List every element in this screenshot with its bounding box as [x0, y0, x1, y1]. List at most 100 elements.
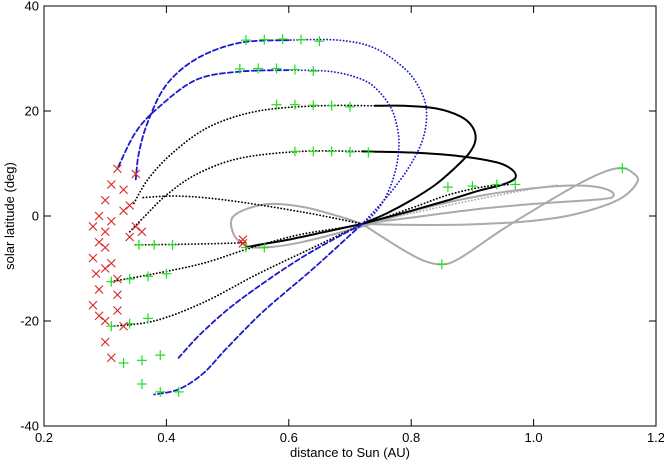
red-x-markers-point [94, 285, 104, 294]
green-marker-runs-point [442, 182, 453, 193]
red-x-markers-point [106, 353, 116, 363]
green-marker-runs-point [345, 146, 355, 157]
blue-inner-dashed-line [116, 69, 290, 170]
blue-lower-2-line [153, 223, 364, 396]
red-x-markers-point [94, 311, 104, 321]
green-marker-runs-point [436, 259, 447, 270]
green-marker-runs-point [133, 239, 144, 250]
gray-loop-2-line [229, 184, 615, 249]
x-tick-label: 0.2 [35, 430, 53, 445]
green-marker-runs-point [124, 274, 135, 284]
green-marker-runs-point [277, 34, 288, 45]
green-marker-runs-point [253, 63, 264, 74]
green-marker-runs-point [326, 146, 337, 157]
red-x-markers-point [119, 206, 128, 216]
green-marker-runs-point [314, 36, 325, 47]
green-marker-runs-point [271, 99, 282, 110]
red-x-markers-point [113, 164, 122, 174]
green-marker-runs-point [155, 350, 166, 361]
red-x-markers-point [100, 195, 110, 205]
x-tick-label: 1.0 [525, 430, 543, 445]
red-x-markers-point [238, 238, 248, 248]
orbit-f-dotted-line [141, 195, 364, 225]
red-x-markers-point [100, 264, 110, 273]
orbit-d-dotted-line [110, 183, 510, 283]
green-marker-runs-point [491, 179, 502, 190]
green-marker-runs-point [149, 239, 160, 250]
series-layer [110, 38, 640, 396]
y-axis-title: solar latitude (deg) [2, 162, 17, 270]
red-x-markers-point [113, 274, 122, 284]
orbit-a-dotted-line [131, 104, 376, 207]
x-axis-title: distance to Sun (AU) [290, 445, 410, 460]
red-x-markers-point [91, 269, 101, 279]
y-tick-label: 0 [32, 209, 39, 224]
marker-layer [88, 34, 628, 397]
red-x-markers-point [94, 237, 104, 247]
green-marker-runs-point [167, 239, 178, 250]
green-marker-runs-point [326, 100, 337, 111]
red-x-markers-point [238, 235, 248, 245]
red-x-markers-point [88, 253, 98, 263]
y-tick-label: -40 [20, 419, 39, 434]
red-x-markers-point [113, 290, 122, 300]
y-tick-label: -20 [20, 314, 39, 329]
green-marker-runs-point [467, 181, 478, 192]
green-marker-runs-point [240, 35, 251, 46]
green-marker-runs-point [308, 100, 319, 111]
green-marker-runs-point [259, 34, 270, 45]
ticks-layer [43, 5, 657, 427]
x-tick-label: 0.4 [157, 430, 175, 445]
green-marker-runs-point [259, 242, 270, 253]
green-marker-runs-point [234, 64, 245, 74]
green-marker-runs-point [155, 386, 166, 397]
red-x-markers-point [100, 243, 110, 252]
red-x-markers-point [131, 222, 141, 231]
gray-dotted-line [361, 184, 559, 225]
orbit-c-dotted-line [134, 241, 247, 246]
red-x-markers-point [100, 316, 110, 326]
x-tick-label: 0.6 [280, 430, 298, 445]
orbit-c-solid-line [245, 222, 364, 249]
red-x-markers-point [94, 211, 104, 221]
green-marker-runs-point [136, 355, 147, 366]
green-marker-runs-point [289, 146, 300, 157]
y-tick-label: 20 [25, 104, 39, 119]
red-x-markers-point [119, 321, 128, 331]
blue-outer-solid-line [287, 38, 428, 225]
green-marker-runs-point [363, 147, 374, 158]
green-marker-runs-point [143, 271, 154, 282]
green-marker-runs-point [289, 64, 300, 75]
gray-loop-1-line [361, 167, 640, 266]
orbit-b-solid-line [361, 150, 517, 225]
green-marker-runs-point [271, 63, 282, 74]
green-marker-runs-point [106, 321, 117, 332]
green-marker-runs-point [308, 146, 319, 157]
y-tick-label: 40 [25, 0, 39, 14]
red-x-markers-point [125, 201, 135, 210]
red-x-markers-point [100, 227, 110, 237]
red-x-markers-point [106, 180, 116, 189]
red-x-markers-point [100, 337, 110, 347]
labels-layer: 0.2 0.4 0.6 0.8 1.0 1.2 -40 -20 0 20 40 [20, 0, 664, 445]
green-marker-runs-point [296, 34, 307, 45]
green-marker-runs-point [345, 101, 355, 112]
red-x-markers-point [125, 232, 135, 242]
red-x-markers-point [106, 216, 116, 226]
green-marker-runs-point [173, 386, 184, 397]
green-marker-runs-point [161, 268, 172, 279]
green-marker-runs-point [136, 379, 147, 389]
orbit-e-dotted-line [110, 223, 364, 328]
red-x-markers-point [88, 222, 98, 231]
red-x-markers-point [113, 306, 122, 315]
green-marker-runs-point [308, 66, 319, 77]
x-tick-label: 1.2 [647, 430, 664, 445]
green-marker-runs-point [143, 313, 154, 324]
green-marker-runs-point [118, 358, 129, 368]
red-x-markers-point [137, 227, 147, 237]
red-x-markers-point [131, 169, 141, 179]
red-x-markers-point [88, 300, 98, 310]
green-marker-runs-point [617, 163, 628, 174]
red-x-markers-point [106, 258, 116, 268]
